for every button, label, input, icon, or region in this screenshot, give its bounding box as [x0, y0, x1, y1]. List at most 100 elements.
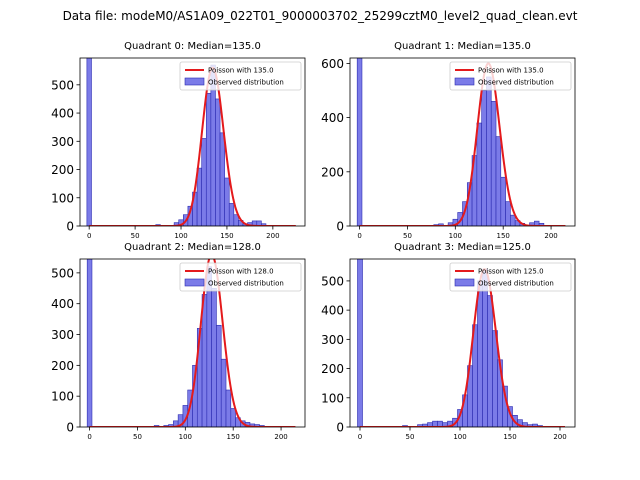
x-tick-label: 100 [174, 232, 187, 240]
legend-bar-swatch [184, 278, 205, 287]
histogram-bar [196, 167, 202, 226]
histogram-bar [220, 358, 227, 427]
x-tick-label: 0 [358, 433, 362, 441]
histogram-bar [225, 389, 232, 427]
y-tick-label: 300 [51, 328, 74, 342]
plot-area [86, 259, 296, 427]
x-tick-label: 150 [497, 232, 510, 240]
x-tick-label: 100 [449, 232, 462, 240]
histogram-bar [228, 203, 235, 226]
y-tick-label: 400 [321, 304, 344, 318]
y-tick-label: 300 [321, 333, 344, 347]
legend-bar-swatch [454, 77, 475, 86]
x-tick-label: 150 [220, 232, 233, 240]
x-tick-label: 200 [266, 232, 279, 240]
histogram-bar [505, 201, 511, 226]
axes-frame [349, 57, 576, 227]
legend-box [179, 61, 302, 91]
poisson-curve [360, 268, 565, 427]
legend: Poisson with 135.0 Observed distribution [449, 61, 572, 91]
axes-frame [79, 57, 306, 227]
legend-line-label: Poisson with 135.0 [478, 67, 544, 75]
subplot-quadrant-2: Quadrant 2: Median=128.0 0 50 100 150 200 0 100… [51, 242, 306, 441]
histogram-bar [500, 176, 506, 226]
y-tick-label: 500 [321, 274, 344, 288]
histogram-bar [481, 90, 487, 226]
legend-line-label: Poisson with 128.0 [208, 268, 274, 276]
y-tick-label: 200 [321, 165, 344, 179]
legend-line-label: Poisson with 135.0 [208, 67, 274, 75]
legend-bar-label: Observed distribution [478, 79, 554, 87]
subplot-title: Quadrant 1: Median=135.0 [394, 41, 531, 52]
y-tick-label: 400 [51, 107, 74, 121]
y-tick-label: 0 [66, 421, 74, 435]
axes-frame [79, 258, 306, 428]
histogram-bar [201, 138, 207, 226]
y-tick-label: 0 [336, 220, 344, 234]
histogram-bar [487, 295, 493, 427]
legend: Poisson with 135.0 Observed distribution [179, 61, 302, 91]
y-tick-label: 600 [321, 57, 344, 71]
subplot-quadrant-0: Quadrant 0: Median=135.0 0 50 100 150 200 0 100… [51, 41, 306, 240]
histogram-bar [495, 136, 502, 226]
x-tick-label: 0 [357, 232, 361, 240]
y-tick-label: 0 [66, 220, 74, 234]
histogram-bar [490, 101, 497, 226]
x-tick-label: 50 [131, 232, 140, 240]
subplot-quadrant-3: Quadrant 3: Median=125.0 0 50 100 150 200 0 100… [321, 242, 576, 441]
y-tick-label: 100 [51, 191, 74, 205]
legend-line-label: Poisson with 125.0 [478, 268, 544, 276]
spike-bar [86, 58, 92, 226]
x-tick-label: 200 [544, 232, 557, 240]
x-tick-label: 50 [133, 433, 142, 441]
x-tick-label: 0 [87, 232, 91, 240]
legend-box [449, 61, 572, 91]
axes-frame [349, 258, 576, 428]
y-tick-label: 0 [336, 421, 344, 435]
legend: Poisson with 125.0 Observed distribution [449, 262, 572, 292]
histogram-bar [216, 324, 222, 427]
histogram-bar [486, 76, 492, 226]
x-tick-label: 100 [453, 433, 466, 441]
y-tick-label: 100 [51, 390, 74, 404]
histogram-bar [510, 214, 516, 226]
legend-bar-swatch [454, 278, 475, 287]
subplot-title: Quadrant 0: Median=135.0 [124, 41, 261, 52]
histogram-bar [230, 408, 236, 427]
x-tick-label: 50 [406, 433, 415, 441]
y-tick-label: 400 [51, 297, 74, 311]
histogram-bar [224, 177, 230, 226]
x-tick-label: 50 [403, 232, 412, 240]
subplot-title: Quadrant 2: Median=128.0 [124, 242, 261, 253]
y-tick-label: 300 [51, 135, 74, 149]
legend: Poisson with 128.0 Observed distribution [179, 262, 302, 292]
histogram-bar [201, 294, 208, 427]
x-tick-label: 200 [553, 433, 566, 441]
y-tick-label: 200 [51, 359, 74, 373]
y-tick-label: 200 [51, 163, 74, 177]
x-tick-label: 100 [179, 433, 192, 441]
histogram-bar [219, 132, 225, 226]
x-tick-label: 0 [87, 433, 91, 441]
figure-title: Data file: modeM0/AS1A09_022T01_90000037… [62, 9, 578, 23]
legend-bar-label: Observed distribution [478, 280, 554, 288]
legend-bar-label: Observed distribution [208, 79, 284, 87]
x-tick-label: 150 [227, 433, 240, 441]
spike-bar [356, 58, 363, 226]
y-tick-label: 500 [51, 266, 74, 280]
legend-bar-label: Observed distribution [208, 280, 284, 288]
histogram-bar [476, 122, 482, 226]
spike-bar [357, 259, 363, 427]
legend-box [179, 262, 302, 292]
x-tick-label: 200 [274, 433, 287, 441]
x-tick-label: 150 [503, 433, 516, 441]
histogram-bar [538, 222, 545, 226]
histogram-bar [211, 287, 217, 427]
histogram-bar [477, 280, 483, 427]
legend-box [449, 262, 572, 292]
y-tick-label: 200 [321, 362, 344, 376]
histogram-bar [215, 98, 221, 226]
subplot-quadrant-1: Quadrant 1: Median=135.0 0 50 100 150 200 0 200… [321, 41, 576, 240]
y-tick-label: 500 [51, 78, 74, 92]
